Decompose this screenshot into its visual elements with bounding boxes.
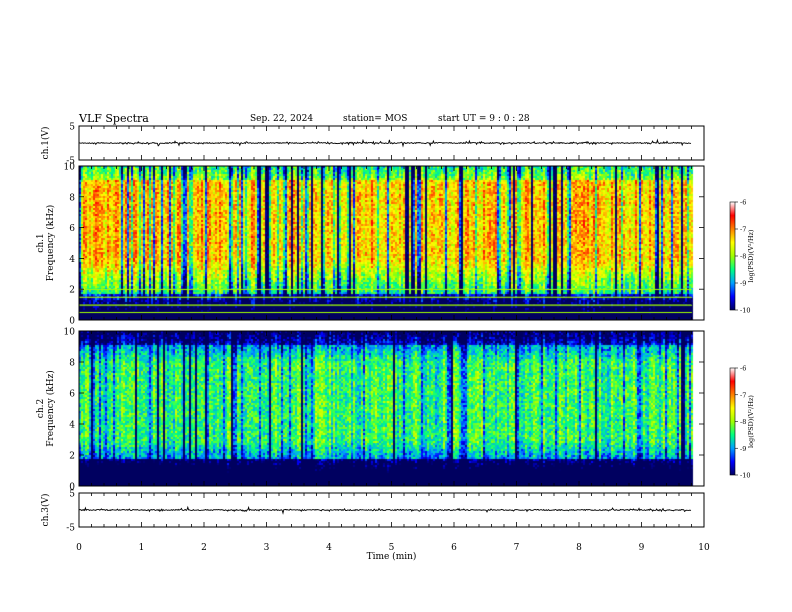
time-tick-label: 4 (326, 543, 332, 553)
ch1-colorbar: -6 -7 -8 -9 -10 log(PSD)(V²/Hz) (729, 199, 755, 315)
ch1-spectrogram-ylabel: Frequency (kHz) (45, 205, 56, 282)
ch1-spectrogram-ytick-label: 10 (64, 163, 76, 173)
time-tick-label: 3 (264, 543, 270, 553)
ch3-waveform-ytick-label: 5 (69, 490, 75, 500)
colorbar-tick-label: -7 (740, 391, 746, 399)
ch2-spectrogram-ytick-label: 6 (69, 390, 75, 400)
colorbar-tick-label: -6 (740, 365, 746, 373)
ch1-spectrogram-panel: 0 2 4 6 8 10 ch.1 Frequency (kHz) (36, 163, 705, 327)
colorbar-tick-label: -10 (740, 307, 750, 315)
colorbar-tick-label: -6 (740, 199, 746, 207)
station-label: station= MOS (343, 114, 408, 124)
colorbar-label: log(PSD)(V²/Hz) (747, 395, 755, 448)
ch1-waveform-ytick-label: -5 (66, 157, 75, 167)
ch2-spectrogram-ytick-label: 4 (69, 421, 75, 431)
time-tick-label: 9 (639, 543, 645, 553)
time-tick-label: 7 (514, 543, 520, 553)
time-tick-label: 2 (201, 543, 207, 553)
figure-title: VLF Spectra (79, 112, 149, 125)
colorbar-tick-label: -7 (740, 226, 746, 234)
time-axis: 0 1 2 3 4 5 6 7 8 9 10 Time (min) (76, 543, 710, 562)
ch2-spectrogram-ylabel: ch.2 (36, 399, 46, 418)
ch1-spectrogram-ytick-label: 0 (69, 317, 75, 327)
colorbar-tick-label: -10 (740, 472, 750, 480)
colorbar-label: log(PSD)(V²/Hz) (747, 229, 755, 282)
ch2-spectrogram-panel: 0 2 4 6 8 10 ch.2 Frequency (kHz) (36, 328, 705, 493)
ch2-spectrogram-ytick-label: 0 (69, 483, 75, 493)
ch1-spectrogram-ytick-label: 4 (69, 255, 75, 265)
ch3-waveform-ylabel: ch.3(V) (40, 494, 51, 527)
time-tick-label: 0 (76, 543, 82, 553)
colorbar-tick-label: -9 (740, 280, 746, 288)
start-time-label: start UT = 9 : 0 : 28 (438, 114, 530, 124)
time-tick-label: 10 (698, 543, 710, 553)
colorbar-tick-label: -9 (740, 445, 746, 453)
ch2-spectrogram-image (79, 331, 704, 486)
time-tick-label: 1 (139, 543, 145, 553)
time-tick-label: 6 (451, 543, 457, 553)
ch1-spectrogram-ylabel: ch.1 (36, 233, 46, 252)
time-axis-label: Time (min) (367, 551, 417, 562)
ch1-spectrogram-ytick-label: 6 (69, 224, 75, 234)
ch2-spectrogram-ylabel: Frequency (kHz) (45, 370, 56, 447)
ch3-waveform-panel: 5 -5 ch.3(V) (40, 490, 705, 534)
ch1-spectrogram-ytick-label: 8 (69, 193, 75, 203)
colorbar-tick-label: -8 (740, 418, 746, 426)
ch1-waveform-trace (78, 138, 692, 148)
ch1-spectrogram-image (79, 166, 704, 320)
ch2-spectrogram-ytick-label: 8 (69, 359, 75, 369)
colorbar-scale (729, 367, 736, 476)
ch1-spectrogram-ytick-label: 2 (69, 286, 75, 296)
time-tick-label: 5 (389, 543, 395, 553)
colorbar-scale (729, 201, 736, 311)
ch3-waveform-ytick-label: -5 (66, 524, 75, 534)
ch2-colorbar: -6 -7 -8 -9 -10 log(PSD)(V²/Hz) (729, 365, 755, 480)
time-tick-label: 8 (576, 543, 582, 553)
ch3-waveform-trace (78, 505, 692, 515)
ch1-waveform-ytick-label: 5 (69, 123, 75, 133)
figure-date: Sep. 22, 2024 (250, 114, 314, 124)
colorbar-tick-label: -8 (740, 253, 746, 261)
ch1-waveform-panel: 5 -5 ch.1(V) (40, 123, 705, 167)
ch2-spectrogram-ytick-label: 2 (69, 452, 75, 462)
ch1-waveform-ylabel: ch.1(V) (40, 127, 51, 160)
ch2-spectrogram-ytick-label: 10 (64, 328, 76, 338)
